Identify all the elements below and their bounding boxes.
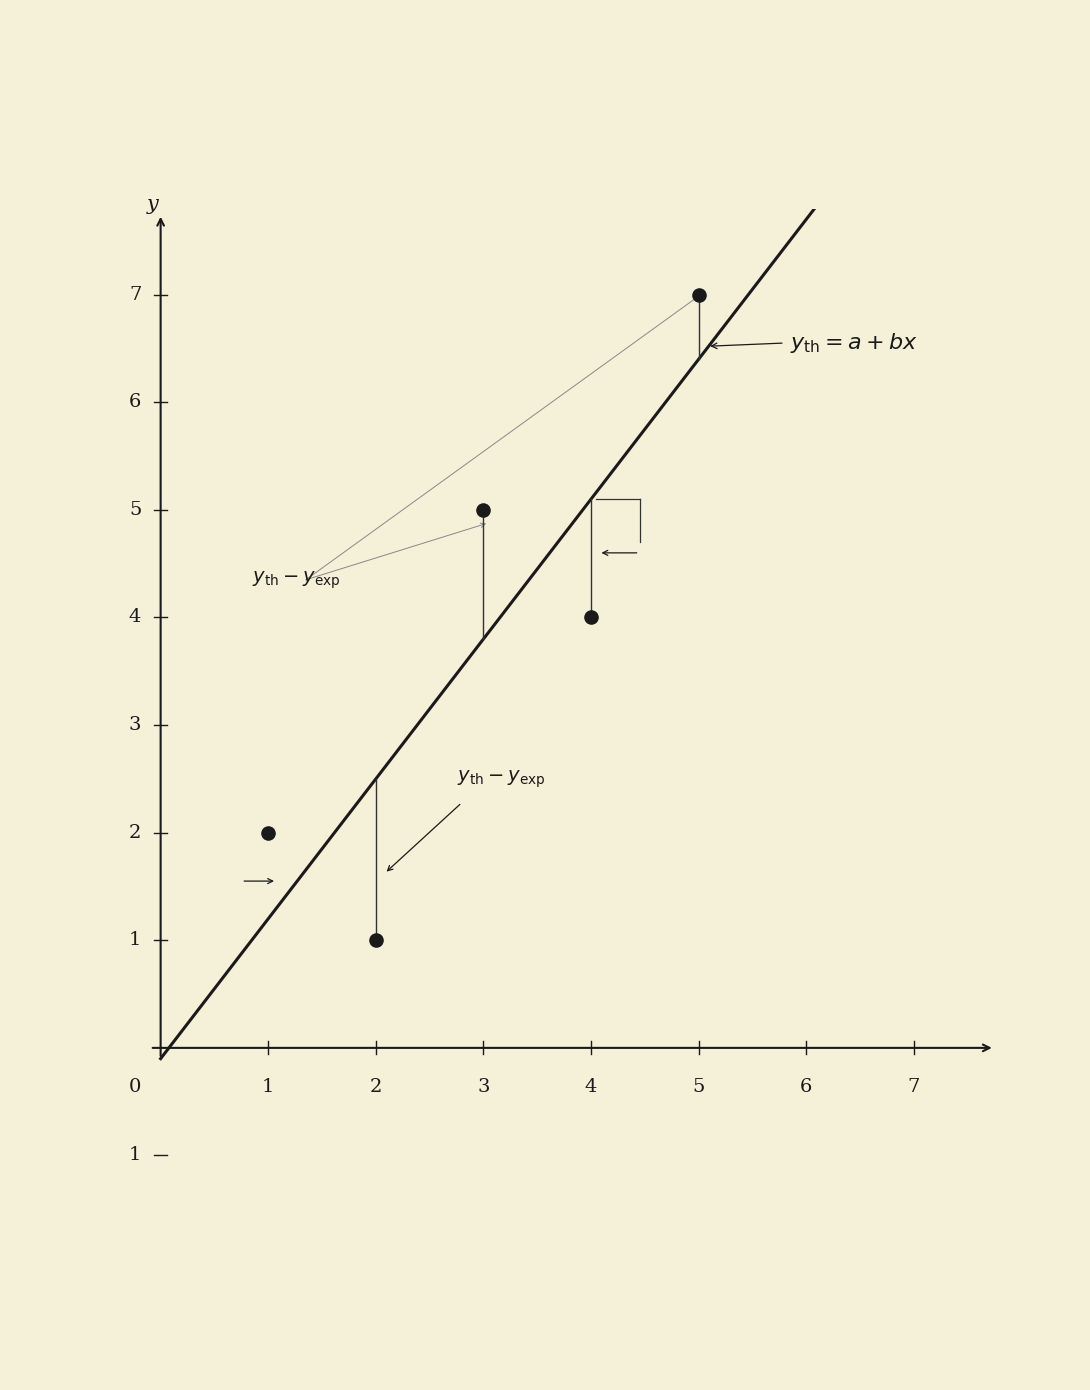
- Text: 6: 6: [129, 393, 142, 411]
- Text: 7: 7: [908, 1079, 920, 1095]
- Text: 6: 6: [800, 1079, 812, 1095]
- Text: $y_{\mathrm{th}}-y_{\mathrm{exp}}$: $y_{\mathrm{th}}-y_{\mathrm{exp}}$: [457, 769, 545, 790]
- Text: 3: 3: [129, 716, 142, 734]
- Point: [475, 499, 493, 521]
- Text: 5: 5: [129, 500, 142, 518]
- Text: 1: 1: [262, 1079, 275, 1095]
- Text: 2: 2: [129, 824, 142, 842]
- Text: 7: 7: [129, 285, 142, 303]
- Point: [367, 929, 385, 951]
- Text: 3: 3: [477, 1079, 489, 1095]
- Text: $y_{\mathrm{th}}=a+bx$: $y_{\mathrm{th}}=a+bx$: [790, 331, 918, 354]
- Text: 4: 4: [585, 1079, 597, 1095]
- Text: 1: 1: [129, 931, 142, 949]
- Text: $y_{\mathrm{th}}-y_{\mathrm{exp}}$: $y_{\mathrm{th}}-y_{\mathrm{exp}}$: [252, 569, 340, 591]
- Point: [690, 284, 707, 306]
- Text: 0: 0: [129, 1079, 142, 1095]
- Point: [582, 606, 600, 628]
- Text: 1: 1: [129, 1147, 142, 1165]
- Point: [259, 821, 277, 844]
- Text: y: y: [147, 195, 159, 214]
- Text: 4: 4: [129, 609, 142, 627]
- Text: 5: 5: [692, 1079, 705, 1095]
- Text: 2: 2: [370, 1079, 382, 1095]
